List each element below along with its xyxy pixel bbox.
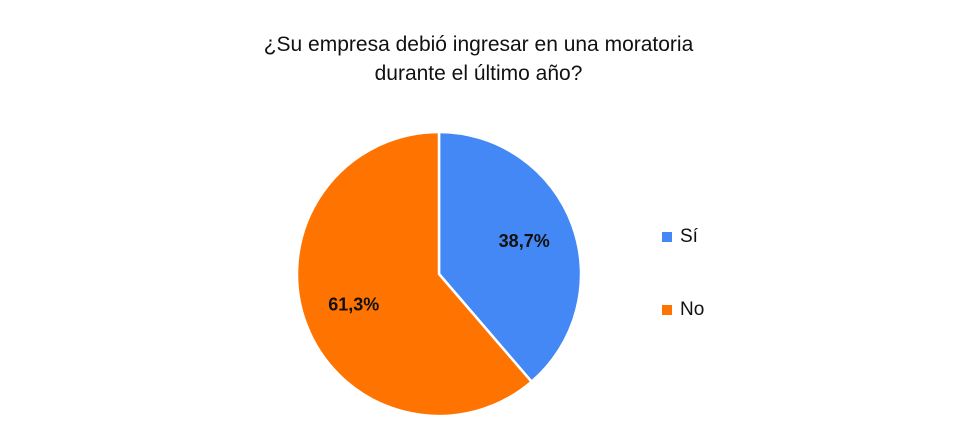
legend-item-no: No [662, 299, 704, 321]
pie-data-labels: 38,7% 61,3% [328, 231, 549, 314]
chart-title-line-1: ¿Su empresa debió ingresar en una morato… [263, 33, 694, 56]
data-label-si: 38,7% [499, 231, 550, 251]
chart-title-line-2: durante el último año? [374, 62, 583, 85]
legend-swatch-si [662, 232, 672, 242]
chart-title: ¿Su empresa debió ingresar en una morato… [0, 30, 957, 88]
legend-label-si: Sí [680, 226, 698, 247]
pie-slice-no [295, 130, 533, 418]
legend-swatch-no [662, 305, 672, 315]
data-label-no: 61,3% [328, 294, 379, 314]
pie-slice-si [437, 130, 583, 383]
pie-slices [295, 130, 583, 418]
legend-label-no: No [680, 299, 705, 320]
legend-item-si: Sí [662, 226, 698, 248]
